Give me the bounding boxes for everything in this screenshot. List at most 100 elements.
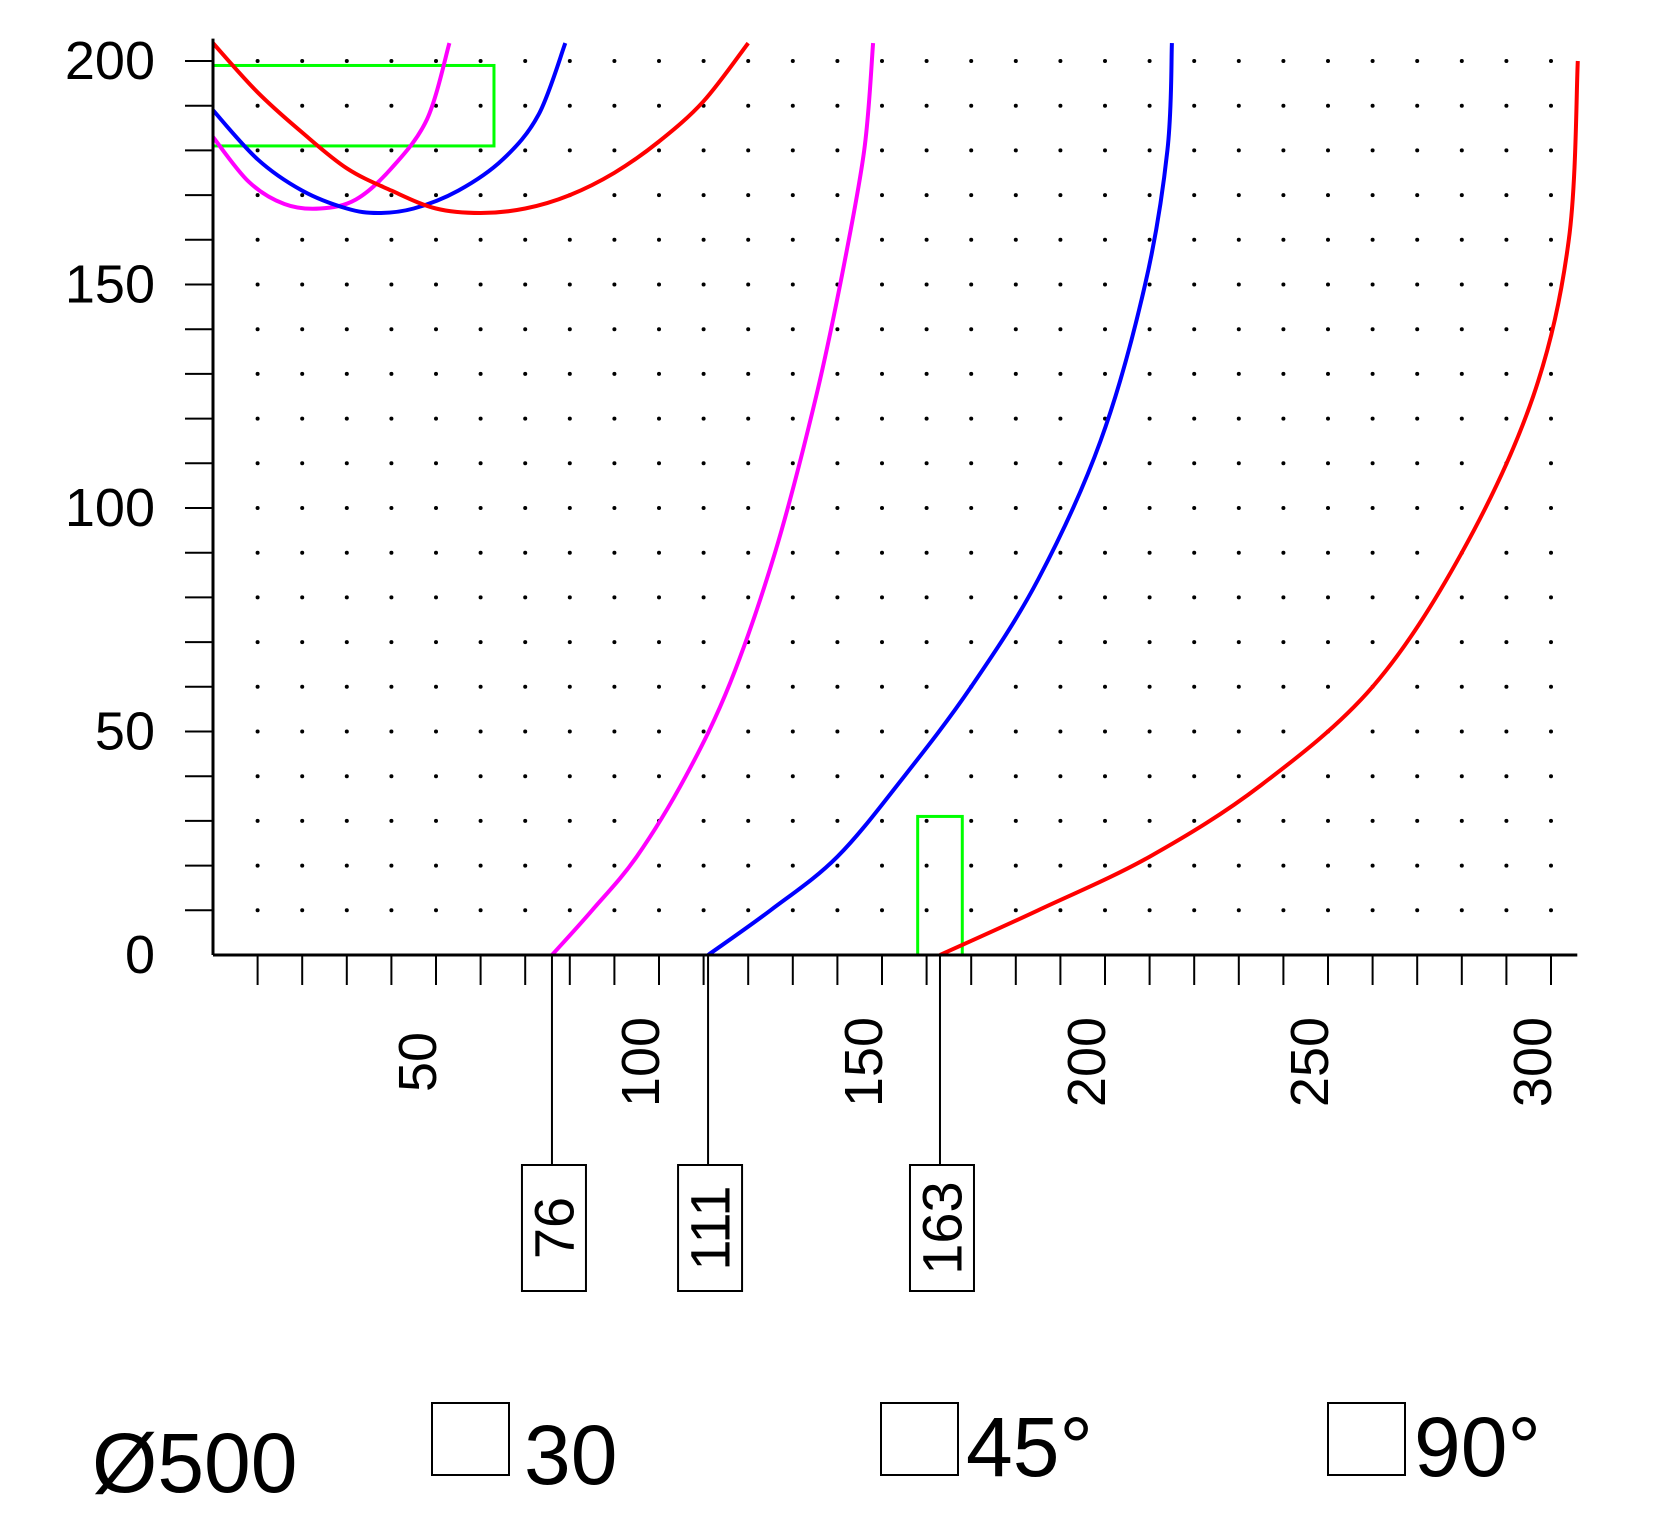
grid-dot [1013,282,1018,287]
grid-dot [1281,193,1286,198]
grid-dot [478,684,483,689]
grid-dot [1013,461,1018,466]
grid-dot [790,237,795,242]
grid-dot [1370,327,1375,332]
grid-dot [1013,550,1018,555]
grid-dot [701,684,706,689]
grid-dot [1415,595,1420,600]
grid-dot [478,371,483,376]
grid-dot [1281,595,1286,600]
grid-dot [389,237,394,242]
grid-dot [567,103,572,108]
grid-dot [701,863,706,868]
grid-dot [344,237,349,242]
grid-dot [1192,774,1197,779]
grid-dot [1281,327,1286,332]
grid-dot [389,863,394,868]
grid-dot [1459,640,1464,645]
grid-dot [657,506,661,510]
grid-dot [389,550,394,555]
grid-dot [1326,774,1330,779]
grid-dot [344,595,349,600]
grid-dot [835,148,840,153]
grid-dot [1415,863,1420,868]
grid-dot [1370,729,1375,734]
grid-dot [1236,640,1241,645]
grid-dot [567,371,572,376]
grid-dot [1326,684,1330,689]
grid-dot [924,818,929,823]
grid-dot [523,193,528,198]
grid-dot [880,416,884,421]
grid-dot [657,327,661,332]
marker-box [908,1164,975,1292]
grid-dot [1236,863,1241,868]
grid-dot [701,908,706,913]
grid-dot [701,774,706,779]
grid-dot [1147,908,1152,913]
grid-dot [924,729,929,734]
series-curve-4 [211,42,568,216]
grid-dot [344,640,349,645]
legend-checkbox-90[interactable] [1327,1402,1406,1476]
grid-dot [300,908,305,913]
grid-dot [612,595,617,600]
grid-dot [1370,550,1375,555]
grid-dot [746,371,751,376]
grid-dot [746,684,751,689]
grid-dot [612,640,617,645]
grid-dot [1504,193,1509,198]
grid-dot [1549,684,1553,689]
grid-dot [1326,193,1330,198]
grid-dot [1281,282,1286,287]
grid-dot [1058,193,1063,198]
grid-dot [1147,237,1152,242]
grid-dot [1058,729,1063,734]
series-curve-2 [939,60,1580,957]
grid-dot [1058,640,1063,645]
grid-dot [790,774,795,779]
grid-dot [790,729,795,734]
grid-dot [1192,908,1197,913]
marker-label: 163 [910,1181,973,1274]
grid-dot [924,550,929,555]
grid-dot [790,416,795,421]
legend-checkbox-45[interactable] [880,1402,959,1476]
grid-dot [612,818,617,823]
grid-dot [300,640,305,645]
legend: Ø500 30 45° 90° [92,1400,1541,1510]
grid-dot [523,282,528,287]
grid-dot [1236,103,1241,108]
grid-dot [478,818,483,823]
grid-dot [969,461,974,466]
grid-dot [1281,371,1286,376]
grid-dot [567,863,572,868]
grid-dot [1326,863,1330,868]
grid-dot [790,193,795,198]
grid-dot [344,193,349,198]
legend-checkbox-30[interactable] [431,1402,510,1476]
grid-dot [612,729,617,734]
grid-dot [1013,818,1018,823]
grid-dot [1504,237,1509,242]
grid-dot [1192,282,1197,287]
grid-dot [657,595,661,600]
grid-dot [790,371,795,376]
grid-dot [1013,863,1018,868]
grid-dot [612,461,617,466]
grid-dot [746,595,751,600]
grid-dot [790,461,795,466]
x-tick-label: 200 [1057,1017,1117,1107]
grid-dot [434,506,438,510]
legend-label-45: 45° [966,1400,1093,1494]
grid-dot [300,282,305,287]
grid-dot [1236,193,1241,198]
grid-dot [969,550,974,555]
grid-dot [1370,237,1375,242]
marker-box [677,1164,744,1292]
grid-dot [1415,237,1420,242]
grid-dot [255,461,260,466]
grid-dot [300,684,305,689]
grid-dot [1147,59,1152,63]
grid-dot [389,461,394,466]
